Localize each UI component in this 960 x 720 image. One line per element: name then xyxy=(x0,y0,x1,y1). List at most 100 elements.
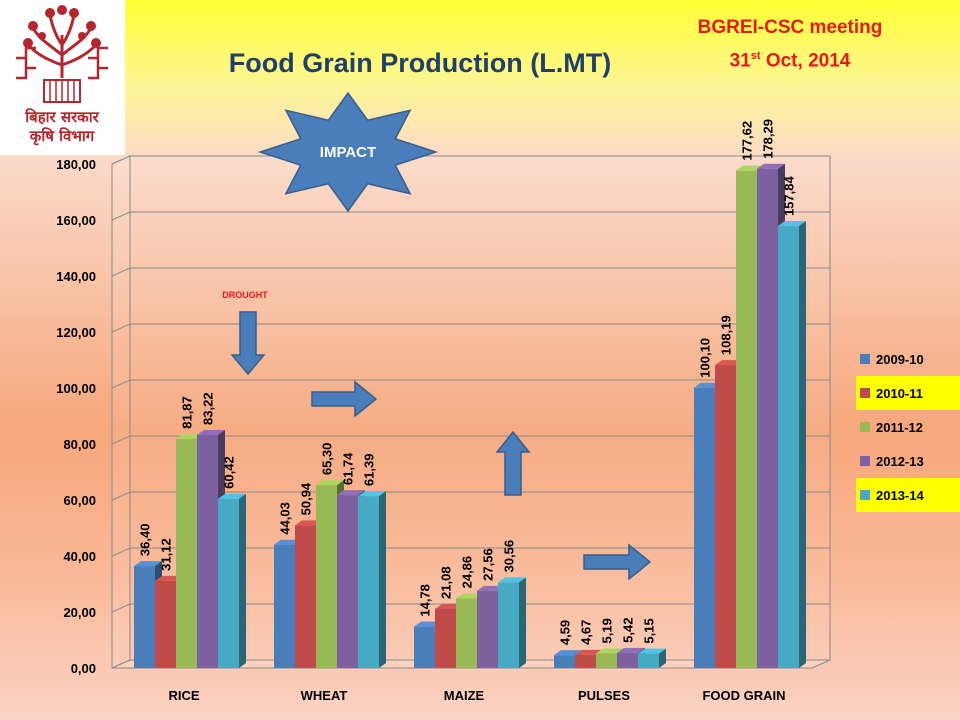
gridline xyxy=(111,603,830,613)
bar-top xyxy=(778,221,806,227)
data-label: 178,29 xyxy=(761,119,776,159)
y-tick-label: 20,00 xyxy=(63,605,96,620)
y-tick-label: 40,00 xyxy=(63,549,96,564)
legend-swatch xyxy=(860,456,870,466)
bar-wheat-2013-14 xyxy=(358,491,386,668)
data-label: 83,22 xyxy=(201,392,216,425)
meeting-rest: Oct, 2014 xyxy=(760,50,851,72)
meeting-day-suffix: st xyxy=(750,50,761,62)
data-label: 61,39 xyxy=(362,454,377,487)
gridline xyxy=(111,547,830,557)
gridline xyxy=(111,155,830,165)
bar-top xyxy=(638,648,666,654)
meeting-date: 31st Oct, 2014 xyxy=(640,42,940,75)
side-wall xyxy=(111,155,131,669)
gridline xyxy=(111,267,830,277)
bar-front xyxy=(757,168,778,668)
gridline xyxy=(111,323,830,333)
data-label: 61,74 xyxy=(341,452,356,485)
bar-front xyxy=(134,566,155,668)
bar-front xyxy=(554,655,575,668)
chart-title: Food Grain Production (L.MT) xyxy=(228,48,612,78)
data-label: 60,42 xyxy=(222,456,237,489)
x-category-label: WHEAT xyxy=(301,688,348,703)
y-tick-label: 140,00 xyxy=(56,269,96,284)
bar-front xyxy=(638,653,659,668)
y-tick-label: 0,00 xyxy=(71,661,96,676)
bar-front xyxy=(778,226,799,668)
y-tick-label: 80,00 xyxy=(63,437,96,452)
x-category-label: MAIZE xyxy=(444,688,485,703)
bar-top xyxy=(197,429,225,435)
legend-label: 2013-14 xyxy=(876,488,924,503)
bar-top xyxy=(358,491,386,497)
meeting-name: BGREI-CSC meeting xyxy=(697,17,883,38)
x-category-label: RICE xyxy=(168,688,199,703)
data-label: 157,84 xyxy=(782,176,797,217)
legend-label: 2012-13 xyxy=(876,454,924,469)
legend-item-2013-14: 2013-14 xyxy=(856,478,960,512)
down-arrow xyxy=(230,311,266,376)
data-label: 24,86 xyxy=(460,556,475,589)
x-category-label: FOOD GRAIN xyxy=(702,688,785,703)
bar-front xyxy=(197,434,218,668)
bar-top xyxy=(757,163,785,169)
bar-front xyxy=(218,498,239,668)
legend-swatch xyxy=(860,388,870,398)
data-label: 50,94 xyxy=(299,482,314,515)
bar-side xyxy=(519,577,526,668)
impact-label: IMPACT xyxy=(320,144,376,161)
bar-front xyxy=(414,626,435,668)
logo-text-line2: कृषि विभाग xyxy=(29,127,95,146)
bar-side xyxy=(379,491,386,668)
bar-front xyxy=(456,598,477,668)
bar-front xyxy=(274,544,295,668)
up-arrow-maize xyxy=(495,430,531,496)
bar-maize-2013-14 xyxy=(498,577,526,668)
bar-front xyxy=(337,495,358,668)
legend-label: 2009-10 xyxy=(876,352,924,367)
data-label: 65,30 xyxy=(320,443,335,476)
bar-front xyxy=(694,387,715,668)
bar-front xyxy=(575,654,596,668)
bar-rice-2013-14 xyxy=(218,493,246,668)
bar-front xyxy=(736,170,757,668)
bar-side xyxy=(239,493,246,668)
chart-bars xyxy=(134,163,806,668)
legend-label: 2010-11 xyxy=(876,386,923,401)
legend-label: 2011-12 xyxy=(876,420,923,435)
legend-swatch xyxy=(860,490,870,500)
bar-front xyxy=(617,652,638,668)
legend-highlight xyxy=(856,376,960,410)
legend-swatch xyxy=(860,354,870,364)
bar-front xyxy=(155,580,176,668)
legend-swatch xyxy=(860,422,870,432)
y-tick-label: 100,00 xyxy=(56,381,96,396)
bar-top xyxy=(554,650,582,656)
bar-front xyxy=(316,485,337,668)
bar-top xyxy=(498,577,526,583)
y-tick-label: 180,00 xyxy=(56,157,96,172)
data-label: 4,59 xyxy=(558,620,573,645)
data-label: 100,10 xyxy=(698,338,713,378)
bar-top xyxy=(316,480,344,486)
right-arrow-pulses xyxy=(583,543,652,581)
data-label: 44,03 xyxy=(278,502,293,535)
drought-label: DROUGHT xyxy=(222,290,268,300)
bihar-agriculture-logo: बिहार सरकार कृषि विभाग xyxy=(0,0,125,155)
y-tick-label: 60,00 xyxy=(63,493,96,508)
bar-top xyxy=(617,647,645,653)
legend-item-2011-12: 2011-12 xyxy=(860,420,923,435)
bar-front xyxy=(477,590,498,668)
y-axis-ticks: 0,00 20,00 40,00 60,00 80,00 100,00 120,00 140,… xyxy=(56,157,96,676)
data-label: 5,19 xyxy=(600,618,615,643)
legend-item-2012-13: 2012-13 xyxy=(860,454,924,469)
bar-front xyxy=(295,525,316,668)
data-label: 177,62 xyxy=(740,121,755,161)
chart-grid xyxy=(111,155,830,669)
legend-item-2010-11: 2010-11 xyxy=(856,376,960,410)
impact-star: IMPACT xyxy=(257,91,439,213)
legend: 2009-10 2010-11 2011-12 2012-13 2013-14 xyxy=(856,352,960,512)
gridline xyxy=(111,435,830,445)
